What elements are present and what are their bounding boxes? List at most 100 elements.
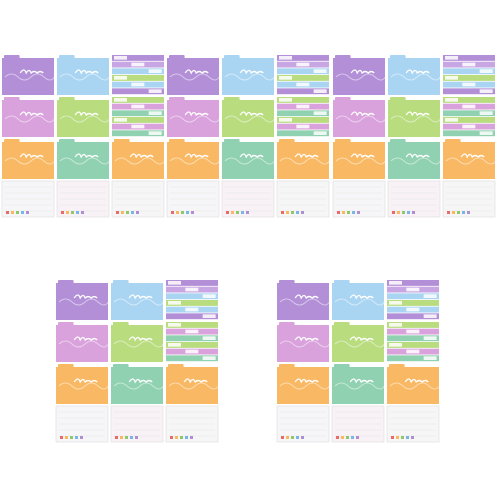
folder [166,367,218,404]
sheet-dot [71,211,74,214]
folder [387,367,439,404]
sheet-dot [231,211,234,214]
tab-label [148,111,162,115]
folder-logo [350,69,375,75]
folder-logo [129,153,154,159]
folder-logo [184,153,209,159]
folder-logo [73,378,98,384]
sheet-dot [452,211,455,214]
folder-logo [349,294,374,300]
sheet-dot [412,211,415,214]
tab-label [462,124,476,129]
sheet-dot [447,211,450,214]
sheet-dot [130,436,133,439]
sheet-dot [6,211,9,214]
sheet-dot [81,211,84,214]
folder-logo [128,336,153,342]
tab-label [479,111,493,115]
sheet-dot [190,436,193,439]
tab-strip [112,55,164,61]
sheet-dot [236,211,239,214]
tab-strip [387,335,439,342]
sheet-dot [66,211,69,214]
tab-strip [443,55,495,61]
folder [167,142,219,179]
sheet-dot [347,211,350,214]
folder [111,283,163,320]
tab-label [131,104,145,109]
tab-label [389,323,402,327]
sheet-dot [21,211,24,214]
folder-wave [390,115,441,123]
folder-logo [73,294,98,300]
sheet-dot [61,211,64,214]
product-panel [332,55,496,218]
sheet-dot [181,211,184,214]
folder-logo [294,378,319,384]
folder-wave [4,157,55,165]
tab-label [423,356,437,360]
folder [332,283,384,320]
folder [112,142,164,179]
tab-strip [277,55,329,61]
tab-label [406,287,420,292]
sheet-dot [396,436,399,439]
tab-strip [166,355,218,362]
tab-strip [387,293,439,300]
product-panel [276,280,440,443]
folder-wave [279,382,330,390]
folder-logo [74,111,99,117]
tab-label [131,62,145,67]
tab-strip [277,75,329,81]
sheet-dot [406,436,409,439]
tab-label [389,281,402,285]
tab-label [313,131,327,135]
folder-logo [460,153,485,159]
folder-wave [169,73,220,81]
sheet-dot [175,436,178,439]
folder-logo [294,294,319,300]
folder-logo [184,111,209,117]
sheet-dot [26,211,29,214]
folder-logo [19,69,44,75]
folder [57,58,109,95]
folder-wave [113,340,164,348]
sheet-dot [392,211,395,214]
sheet-dot [401,436,404,439]
folder-wave [4,115,55,123]
folder-logo [19,153,44,159]
tab-strip [112,68,164,75]
folder [333,142,385,179]
tab-label [185,329,199,334]
folder [2,100,54,137]
sheet-dot [241,211,244,214]
tab-label [202,294,216,298]
tab-strip [112,97,164,103]
sheet-dot [356,436,359,439]
tab-label [185,307,199,312]
tab-label [168,281,181,285]
tab-strip [277,117,329,123]
folder [56,283,108,320]
folder-logo [74,69,99,75]
tab-strip [443,97,495,103]
sheet-dot [60,436,63,439]
sheet-dot [291,211,294,214]
tab-strip [387,342,439,348]
tab-label [114,56,127,60]
folder-logo [239,153,264,159]
tab-label [462,82,476,87]
tab-label [185,287,199,292]
tab-label [296,124,310,129]
tab-label [313,69,327,73]
tab-label [202,314,216,318]
sheet-dot [397,211,400,214]
tab-label [296,104,310,109]
product-panel [55,280,219,443]
tab-label [148,69,162,73]
tab-label [114,76,127,80]
tab-label [423,314,437,318]
folder-wave [390,73,441,81]
folder-logo [294,336,319,342]
folder-logo [405,153,430,159]
